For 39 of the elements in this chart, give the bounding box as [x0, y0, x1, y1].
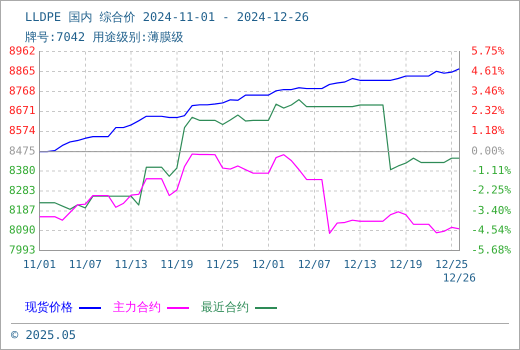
y2-tick-label: -4.54%: [471, 224, 512, 237]
y-tick-label: 8574: [8, 124, 36, 138]
chart-title: LLDPE 国内 综合价 2024-11-01 - 2024-12-26: [25, 9, 309, 26]
x-tick-label: 12/07: [298, 258, 331, 272]
y-tick-label: 8475: [8, 144, 36, 158]
y2-tick-label: -5.68%: [471, 243, 512, 256]
x-tick-label: 12/26: [442, 271, 476, 284]
x-tick-label: 12/13: [343, 258, 377, 272]
y-tick-label: 8671: [8, 104, 36, 118]
y2-tick-label: 1.18%: [471, 124, 505, 138]
y-tick-label: 8768: [8, 84, 36, 98]
y-tick-label: 8187: [8, 204, 36, 217]
y2-tick-label: -3.40%: [471, 204, 512, 217]
legend-label: 最近合约: [201, 299, 249, 316]
y2-tick-label: -1.11%: [471, 164, 512, 177]
x-tick-label: 12/01: [252, 258, 286, 272]
legend-label: 主力合约: [113, 299, 161, 316]
y2-tick-label: 3.46%: [471, 84, 505, 98]
x-tick-label: 12/19: [389, 258, 422, 272]
y-tick-label: 7993: [8, 243, 36, 256]
y2-tick-label: 5.75%: [471, 44, 505, 58]
y-tick-label: 8962: [8, 44, 36, 58]
y2-tick-label: -2.25%: [471, 184, 512, 197]
y-tick-label: 8865: [8, 64, 36, 78]
x-tick-label: 11/01: [22, 258, 56, 272]
x-tick-label: 12/25: [435, 258, 468, 272]
x-tick-label: 11/25: [206, 258, 240, 272]
y2-tick-label: 0.00%: [471, 144, 505, 158]
y-tick-label: 8380: [8, 164, 36, 177]
y-tick-label: 8283: [8, 184, 36, 197]
y-tick-label: 8090: [8, 224, 36, 237]
y2-tick-label: 2.32%: [471, 104, 505, 118]
legend-label: 现货价格: [25, 299, 73, 316]
x-tick-label: 11/13: [114, 258, 148, 272]
text: © 2025.05: [11, 323, 509, 342]
x-tick-label: 11/19: [160, 258, 194, 272]
x-tick-label: 11/07: [68, 258, 102, 272]
chart-subtitle: 牌号:7042 用途级别:薄膜级: [25, 29, 184, 46]
y2-tick-label: 4.61%: [471, 64, 505, 78]
